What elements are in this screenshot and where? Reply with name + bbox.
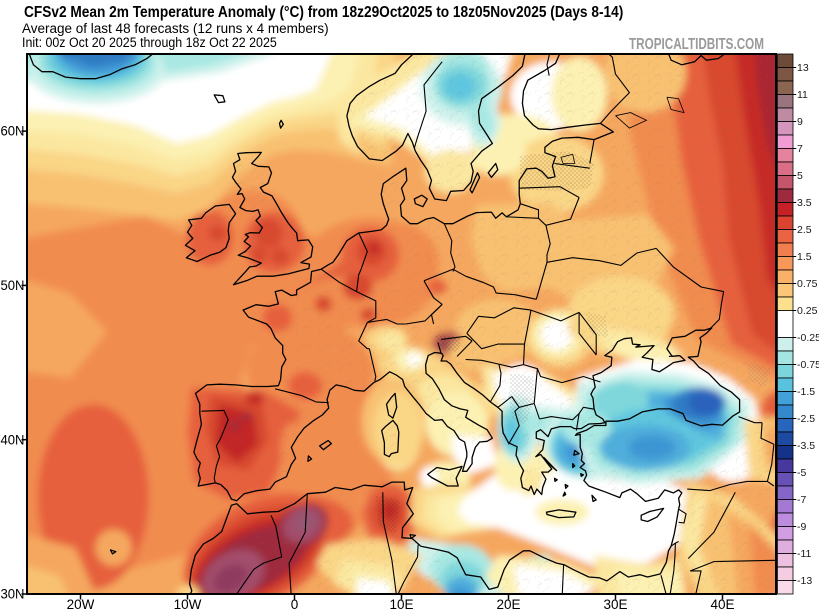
svg-text:30N: 30N [1,587,25,602]
svg-text:7: 7 [797,143,803,155]
svg-text:30E: 30E [603,597,627,610]
svg-text:20W: 20W [67,597,95,610]
svg-text:2.5: 2.5 [797,224,812,236]
svg-text:20E: 20E [496,597,520,610]
svg-text:50N: 50N [1,278,25,293]
svg-text:40N: 40N [1,432,25,447]
svg-text:1.5: 1.5 [797,251,812,263]
svg-text:-0.25: -0.25 [797,332,819,344]
svg-text:-5: -5 [797,467,806,479]
svg-text:-3.5: -3.5 [797,440,815,452]
svg-text:0.25: 0.25 [797,305,818,317]
svg-text:3.5: 3.5 [797,197,812,209]
svg-text:5: 5 [797,170,803,182]
svg-text:40E: 40E [710,597,734,610]
svg-text:0: 0 [291,597,299,610]
svg-text:13: 13 [797,62,809,74]
svg-text:60N: 60N [1,124,25,139]
svg-text:-9: -9 [797,521,806,533]
svg-text:-1.5: -1.5 [797,386,815,398]
svg-text:9: 9 [797,116,803,128]
svg-text:11: 11 [797,89,808,101]
svg-text:-7: -7 [797,494,806,506]
svg-text:-11: -11 [797,548,812,560]
svg-text:10W: 10W [174,597,202,610]
svg-text:-13: -13 [797,575,812,587]
svg-text:-2.5: -2.5 [797,413,815,425]
svg-text:-0.75: -0.75 [797,359,819,371]
svg-text:0.75: 0.75 [797,278,818,290]
svg-text:10E: 10E [389,597,413,610]
